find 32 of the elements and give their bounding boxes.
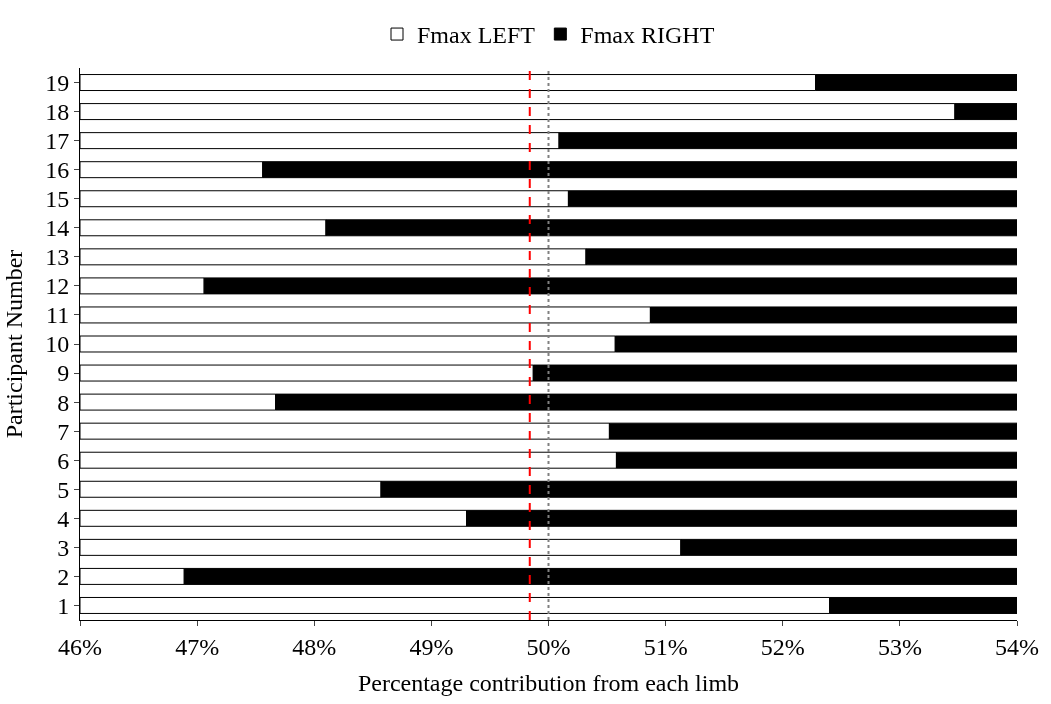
x-tick-label: 46% — [58, 633, 102, 660]
x-tick-label: 53% — [877, 633, 922, 660]
y-tick-label: 11 — [46, 302, 70, 329]
y-tick-label: 7 — [57, 418, 70, 445]
x-tick-label: 47% — [175, 633, 220, 660]
y-tick-label: 19 — [45, 69, 70, 96]
x-tick-label: 50% — [526, 633, 571, 660]
y-tick-label: 6 — [57, 447, 70, 474]
y-tick-label: 17 — [45, 128, 70, 155]
y-tick-label: 18 — [45, 98, 70, 125]
legend-label: Fmax RIGHT — [580, 22, 715, 49]
legend-label: Fmax LEFT — [417, 22, 536, 49]
y-tick-label: 16 — [45, 157, 70, 184]
y-tick-label: 1 — [57, 592, 70, 619]
y-tick-label: 4 — [57, 505, 70, 532]
y-tick-label: 9 — [57, 360, 70, 387]
y-tick-label: 2 — [57, 563, 70, 590]
x-tick-label: 49% — [409, 633, 454, 660]
x-tick-label: 48% — [292, 633, 337, 660]
y-axis-title: Participant Number — [1, 249, 28, 439]
y-tick-label: 3 — [57, 534, 70, 561]
x-tick-label: 54% — [995, 633, 1039, 660]
y-tick-label: 13 — [45, 244, 70, 271]
y-tick-label: 10 — [45, 331, 70, 358]
y-tick-label: 14 — [45, 215, 70, 242]
y-tick-label: 8 — [57, 389, 70, 416]
x-tick-label: 52% — [760, 633, 805, 660]
y-tick-label: 5 — [57, 476, 70, 503]
y-tick-label: 15 — [45, 186, 70, 213]
x-axis-title: Percentage contribution from each limb — [357, 670, 740, 697]
x-tick-label: 51% — [643, 633, 688, 660]
y-tick-label: 12 — [45, 273, 70, 300]
